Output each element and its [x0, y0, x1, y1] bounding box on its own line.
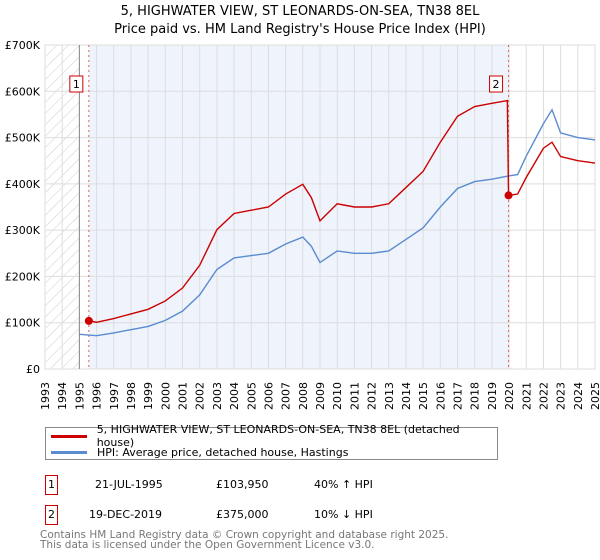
legend-label: HPI: Average price, detached house, Hast… [97, 445, 349, 459]
x-tick-label: 2007 [280, 382, 293, 410]
sale-point [84, 316, 93, 325]
sale-hpi: 40% ↑ HPI [314, 478, 373, 491]
ownership-shade [88, 45, 509, 369]
x-tick-label: 2000 [159, 382, 172, 410]
x-tick-label: 2021 [520, 382, 533, 410]
x-tick-label: 2009 [314, 382, 327, 410]
sale-date: 19-DEC-2019 [89, 508, 163, 521]
sale-marker: 1 [45, 475, 58, 495]
x-tick-label: 2011 [348, 382, 361, 410]
footer-line: This data is licensed under the Open Gov… [40, 539, 375, 551]
x-tick-label: 2017 [452, 382, 465, 410]
y-tick-label: £700K [5, 39, 41, 52]
y-tick-label: £400K [5, 178, 41, 191]
legend-item-hpi: HPI: Average price, detached house, Hast… [46, 444, 348, 460]
x-tick-label: 2024 [572, 382, 585, 410]
x-tick-label: 2004 [228, 382, 241, 410]
x-tick-label: 1994 [56, 382, 69, 410]
x-tick-label: 2012 [366, 382, 379, 410]
sale-price: £375,000 [216, 508, 269, 521]
y-tick-label: £200K [5, 270, 41, 283]
sale-row: 2 19-DEC-2019 £375,000 10% ↓ HPI [45, 505, 445, 525]
hpi-line [79, 108, 596, 337]
footer-line: Contains HM Land Registry data © Crown c… [40, 529, 449, 541]
sale-date: 21-JUL-1995 [95, 478, 163, 491]
sale-marker: 2 [45, 505, 58, 525]
sale-price: £103,950 [216, 478, 269, 491]
x-tick-label: 2003 [211, 382, 224, 410]
y-tick-label: £100K [5, 317, 41, 330]
x-tick-label: 1999 [142, 382, 155, 410]
x-tick-label: 2001 [177, 382, 190, 410]
legend: 5, HIGHWATER VIEW, ST LEONARDS-ON-SEA, T… [45, 423, 498, 460]
sale-point [504, 191, 513, 200]
x-tick-label: 2002 [194, 382, 207, 410]
sale-hpi: 10% ↓ HPI [314, 508, 373, 521]
legend-label: 5, HIGHWATER VIEW, ST LEONARDS-ON-SEA, T… [96, 423, 460, 449]
x-tick-label: 2022 [537, 382, 550, 410]
x-tick-label: 1998 [125, 382, 138, 410]
x-tick-label: 2008 [297, 382, 310, 410]
footer: Contains HM Land Registry data © Crown c… [40, 529, 449, 551]
y-tick-label: £0 [26, 363, 40, 376]
x-tick-label: 1995 [73, 382, 86, 410]
x-tick-label: 2016 [434, 382, 447, 410]
x-tick-label: 1997 [108, 382, 121, 410]
sale-row: 1 21-JUL-1995 £103,950 40% ↑ HPI [45, 475, 445, 495]
x-tick-label: 1996 [91, 382, 104, 410]
x-tick-label: 2025 [589, 382, 600, 410]
x-tick-label: 2014 [400, 382, 413, 410]
x-tick-label: 2006 [262, 382, 275, 410]
annotation-box [69, 75, 84, 93]
legend-blue-line [51, 450, 87, 454]
x-tick-label: 2023 [555, 382, 568, 410]
y-tick-label: £600K [5, 85, 41, 98]
x-tick-label: 2013 [383, 382, 396, 410]
x-tick-label: 2019 [486, 382, 499, 410]
x-tick-label: 1993 [39, 382, 52, 410]
annotation-box [489, 75, 504, 93]
legend-item-property: 5, HIGHWATER VIEW, ST LEONARDS-ON-SEA, T… [46, 423, 497, 449]
legend-red-line [51, 434, 87, 438]
price-chart: 1993 1994 1995 1996 1997 1998 1999 2000 2001 2002… [5, 39, 600, 410]
chart-title: 5, HIGHWATER VIEW, ST LEONARDS-ON-SEA, T… [120, 4, 480, 19]
x-tick-label: 2018 [469, 382, 482, 410]
x-tick-label: 2005 [245, 382, 258, 410]
x-tick-label: 2015 [417, 382, 430, 410]
annotation-label: 1 [73, 78, 80, 91]
property-line [88, 99, 596, 323]
annotation-label: 2 [493, 78, 500, 91]
chart-subtitle: Price paid vs. HM Land Registry's House … [114, 22, 486, 37]
y-tick-label: £300K [5, 224, 41, 237]
x-tick-label: 2020 [503, 382, 516, 410]
y-tick-label: £500K [5, 132, 41, 145]
x-tick-label: 2010 [331, 382, 344, 410]
